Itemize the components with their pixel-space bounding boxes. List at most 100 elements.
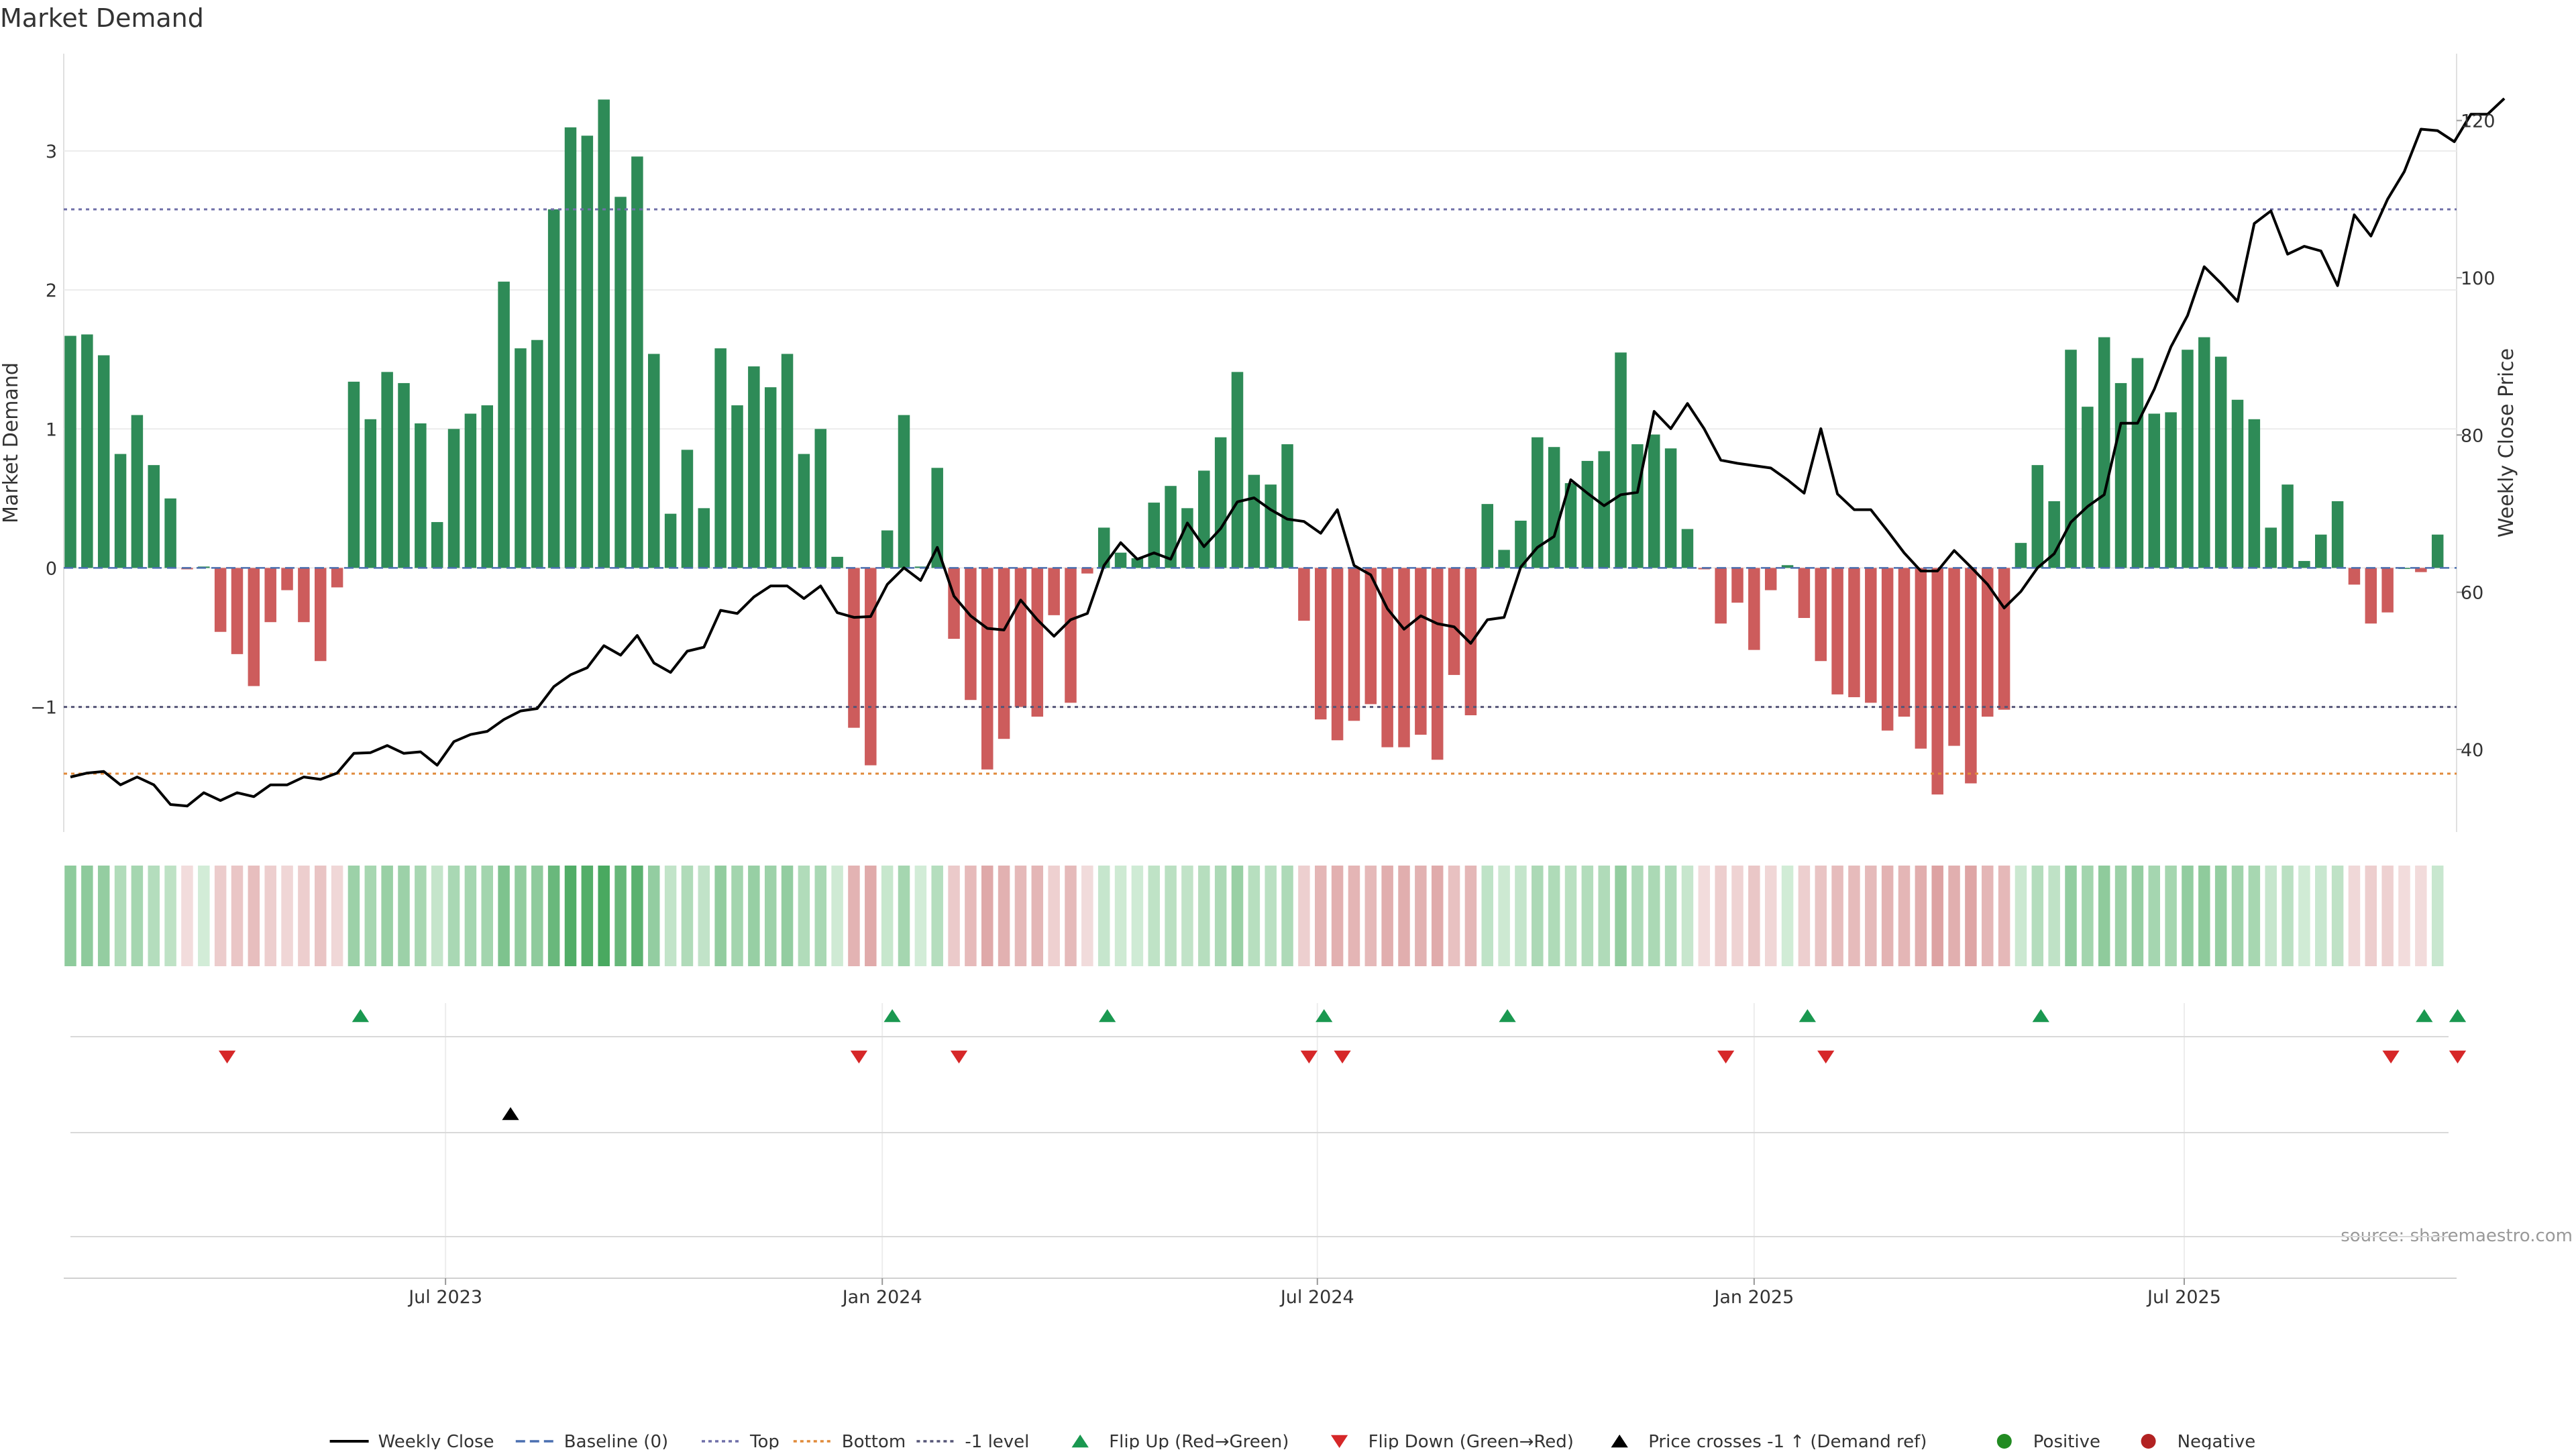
heatmap-cell — [2315, 866, 2327, 966]
heatmap-cell — [1848, 866, 1860, 966]
demand-bar — [1014, 568, 1027, 707]
demand-bar — [264, 568, 276, 623]
heatmap-cell — [364, 866, 377, 966]
heatmap-cell — [2198, 866, 2210, 966]
demand-bar — [1931, 568, 1943, 795]
demand-bar — [564, 127, 577, 568]
demand-bar — [814, 429, 826, 568]
demand-bar — [1681, 529, 1694, 568]
heatmap-cell — [2214, 866, 2227, 966]
legend-item: Top — [702, 1432, 780, 1452]
heatmap-cell — [1581, 866, 1594, 966]
heatmap-cell — [515, 866, 527, 966]
bars-layer — [64, 99, 2444, 795]
demand-bar — [898, 415, 910, 568]
y-tick-label: 1 — [46, 419, 57, 440]
demand-bar — [498, 281, 510, 568]
demand-bar — [1915, 568, 1927, 749]
demand-bar — [1815, 568, 1827, 662]
heatmap-cell — [2131, 866, 2144, 966]
heatmap-cell — [981, 866, 994, 966]
y2-tick-label: 40 — [2461, 740, 2483, 761]
flip-up-marker — [1799, 1009, 1817, 1023]
chart-title: Market Demand — [0, 3, 204, 33]
demand-bar — [1998, 568, 2010, 710]
demand-bar — [1315, 568, 1327, 720]
demand-bar — [781, 354, 794, 568]
y-tick-label: 2 — [46, 280, 57, 301]
demand-bar — [1065, 568, 1077, 703]
demand-bar — [1398, 568, 1410, 747]
demand-bar — [1198, 470, 1210, 568]
demand-bar — [547, 209, 560, 568]
demand-bar — [1048, 568, 1060, 615]
heatmap-cell — [2298, 866, 2310, 966]
flip-down-marker — [2382, 1050, 2400, 1064]
heatmap-cell — [965, 866, 977, 966]
demand-bar — [2315, 534, 2327, 568]
legend-symbol — [1611, 1435, 1628, 1448]
legend-item: Negative — [2141, 1432, 2255, 1452]
demand-bar — [481, 405, 493, 568]
flip-up-marker — [2032, 1009, 2049, 1023]
heatmap-cell — [948, 866, 960, 966]
demand-bar — [1764, 568, 1777, 590]
demand-bar — [648, 354, 660, 568]
demand-bar — [2114, 382, 2127, 568]
heatmap-cell — [1681, 866, 1694, 966]
heatmap-cell — [931, 866, 943, 966]
heatmap-cell — [648, 866, 660, 966]
demand-bar — [1631, 444, 1644, 568]
flip-up-marker — [2416, 1009, 2433, 1023]
y-tick-label: 3 — [46, 142, 57, 162]
demand-bar — [1131, 558, 1144, 568]
demand-bar — [2082, 407, 2094, 568]
demand-bar — [114, 454, 127, 568]
heatmap-cell — [1031, 866, 1044, 966]
heatmap-cell — [198, 866, 210, 966]
demand-bar — [1615, 352, 1627, 568]
demand-bar — [2298, 561, 2310, 568]
heatmap-cell — [1798, 866, 1811, 966]
demand-bar — [681, 450, 694, 568]
flip-down-marker — [850, 1050, 868, 1064]
legend-label: Positive — [2033, 1432, 2100, 1449]
demand-bar — [2231, 399, 2244, 568]
demand-bar — [64, 335, 76, 568]
demand-bar — [164, 498, 176, 568]
heatmap-cell — [2248, 866, 2261, 966]
heatmap-cell — [1881, 866, 1894, 966]
flip-up-marker — [883, 1009, 901, 1023]
heatmap-cell — [2031, 866, 2044, 966]
heatmap-cell — [764, 866, 777, 966]
demand-bar — [1281, 444, 1293, 568]
demand-bar — [515, 348, 527, 568]
demand-bar — [731, 405, 743, 568]
heatmap-cell — [264, 866, 276, 966]
demand-bar — [447, 429, 460, 568]
heatmap-cell — [2182, 866, 2194, 966]
legend-symbol — [2141, 1434, 2156, 1449]
demand-bar — [298, 568, 310, 623]
demand-bar — [1548, 447, 1560, 568]
demand-bar — [531, 340, 543, 568]
legend-item: Flip Up (Red→Green) — [1071, 1432, 1289, 1452]
heatmap-cell — [1615, 866, 1627, 966]
heatmap-cell — [2265, 866, 2277, 966]
demand-bar — [1148, 503, 1160, 568]
flip-up-marker — [1499, 1009, 1516, 1023]
heatmap-cell — [731, 866, 743, 966]
demand-bar — [1165, 486, 1177, 568]
heatmap-cell — [1048, 866, 1060, 966]
demand-bar — [2198, 337, 2210, 568]
heatmap-cell — [114, 866, 127, 966]
demand-bar — [1748, 568, 1760, 650]
demand-bar — [2098, 337, 2110, 568]
weekly-close-line — [70, 97, 2506, 808]
heatmap-cell — [214, 866, 227, 966]
heatmap-cell — [1431, 866, 1444, 966]
heatmap-cell — [2065, 866, 2077, 966]
heatmap-cell — [698, 866, 710, 966]
y2-tick-label: 100 — [2461, 268, 2496, 289]
